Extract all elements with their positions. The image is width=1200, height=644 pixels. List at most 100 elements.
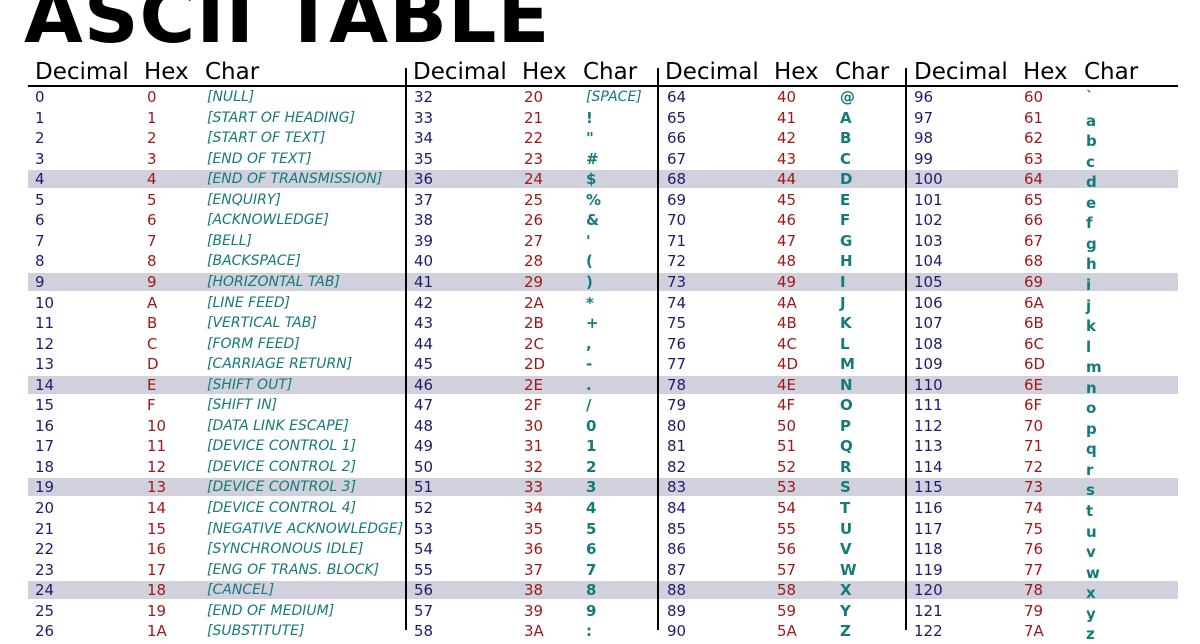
decimal-cell: 10 — [35, 293, 55, 312]
column-header-decimal: Decimal — [413, 59, 507, 85]
decimal-cell: 41 — [414, 272, 434, 291]
hex-cell: 1A — [147, 622, 167, 641]
decimal-cell: 46 — [414, 375, 434, 394]
hex-cell: 2F — [524, 396, 543, 415]
hex-cell: F — [147, 396, 156, 415]
decimal-cell: 112 — [914, 416, 943, 435]
hex-cell: 44 — [777, 170, 797, 189]
char-cell: ) — [586, 272, 593, 291]
char-cell: D — [840, 170, 853, 189]
decimal-cell: 65 — [667, 108, 687, 127]
char-cell: M — [840, 355, 855, 374]
hex-cell: 2D — [524, 355, 546, 374]
char-cell: N — [840, 375, 853, 394]
hex-cell: 4A — [777, 293, 797, 312]
char-cell: 5 — [586, 519, 597, 538]
hex-cell: 0 — [147, 88, 157, 106]
hex-cell: 50 — [777, 416, 797, 435]
decimal-cell: 100 — [914, 170, 943, 189]
ascii-table: Decimal Hex Char Decimal Hex Char Decima… — [28, 59, 1178, 643]
char-cell: R — [840, 457, 852, 476]
hex-cell: 2A — [524, 293, 544, 312]
char-cell: 8 — [586, 581, 597, 600]
hex-cell: 54 — [777, 499, 797, 517]
char-cell: n — [1086, 378, 1097, 397]
row-stripe — [28, 375, 1178, 394]
char-cell: G — [840, 231, 853, 250]
decimal-cell: 55 — [414, 560, 434, 579]
hex-cell: 59 — [777, 601, 797, 620]
decimal-cell: 89 — [667, 601, 687, 620]
hex-cell: 2B — [524, 314, 544, 333]
hex-cell: 9 — [147, 272, 157, 291]
hex-cell: 77 — [1024, 560, 1044, 579]
decimal-cell: 1 — [35, 108, 45, 127]
hex-cell: 64 — [1024, 170, 1044, 189]
char-cell: [SPACE] — [586, 89, 642, 105]
hex-cell: 62 — [1024, 129, 1044, 148]
hex-cell: B — [147, 314, 158, 333]
char-cell: E — [840, 190, 851, 209]
decimal-cell: 22 — [35, 540, 55, 559]
hex-cell: 45 — [777, 190, 797, 209]
decimal-cell: 111 — [914, 396, 943, 415]
hex-cell: 55 — [777, 519, 797, 538]
row-stripe — [28, 170, 1178, 189]
hex-cell: 36 — [524, 540, 544, 559]
hex-cell: 1 — [147, 108, 157, 127]
char-cell: p — [1086, 419, 1097, 438]
hex-cell: 37 — [524, 560, 544, 579]
hex-cell: 16 — [147, 540, 167, 559]
decimal-cell: 87 — [667, 560, 687, 579]
char-cell: [FORM FEED] — [207, 335, 300, 352]
char-cell: i — [1086, 275, 1092, 294]
char-cell: O — [840, 396, 853, 415]
hex-cell: 3 — [147, 149, 157, 168]
column-header-char: Char — [835, 59, 890, 85]
char-cell: b — [1086, 132, 1097, 151]
page-title: ASCII TABLE — [24, 0, 551, 60]
decimal-cell: 2 — [35, 129, 45, 148]
decimal-cell: 68 — [667, 170, 687, 189]
decimal-cell: 56 — [414, 581, 434, 600]
char-cell: s — [1086, 481, 1095, 500]
decimal-cell: 23 — [35, 560, 55, 579]
hex-cell: 11 — [147, 437, 167, 456]
char-cell: F — [840, 211, 851, 230]
decimal-cell: 11 — [35, 314, 55, 333]
hex-cell: 23 — [524, 149, 544, 168]
char-cell: [HORIZONTAL TAB] — [207, 273, 340, 290]
decimal-cell: 77 — [667, 355, 687, 374]
char-cell: g — [1086, 234, 1097, 253]
decimal-cell: 70 — [667, 211, 687, 230]
column-header-char: Char — [205, 59, 260, 85]
char-cell: u — [1086, 522, 1097, 541]
decimal-cell: 64 — [667, 88, 687, 106]
hex-cell: 35 — [524, 519, 544, 538]
decimal-cell: 84 — [667, 499, 687, 517]
char-cell: B — [840, 129, 852, 148]
decimal-cell: 96 — [914, 88, 934, 106]
char-cell: [DEVICE CONTROL 2] — [207, 458, 357, 475]
hex-cell: 2 — [147, 129, 157, 148]
column-divider — [905, 68, 907, 630]
decimal-cell: 8 — [35, 252, 45, 271]
hex-cell: 24 — [524, 170, 544, 189]
decimal-cell: 39 — [414, 231, 434, 250]
column-header-hex: Hex — [522, 59, 567, 85]
hex-cell: 69 — [1024, 272, 1044, 291]
hex-cell: 48 — [777, 252, 797, 271]
hex-cell: 25 — [524, 190, 544, 209]
char-cell: . — [586, 375, 592, 394]
column-header-decimal: Decimal — [665, 59, 759, 85]
column-divider — [405, 68, 407, 630]
decimal-cell: 50 — [414, 457, 434, 476]
column-header-decimal: Decimal — [35, 59, 129, 85]
header-divider — [28, 85, 1178, 87]
decimal-cell: 118 — [914, 540, 943, 559]
hex-cell: 47 — [777, 231, 797, 250]
decimal-cell: 108 — [914, 334, 943, 353]
char-cell: ` — [1086, 88, 1094, 106]
char-cell: [ACKNOWLEDGE] — [207, 212, 329, 229]
decimal-cell: 42 — [414, 293, 434, 312]
